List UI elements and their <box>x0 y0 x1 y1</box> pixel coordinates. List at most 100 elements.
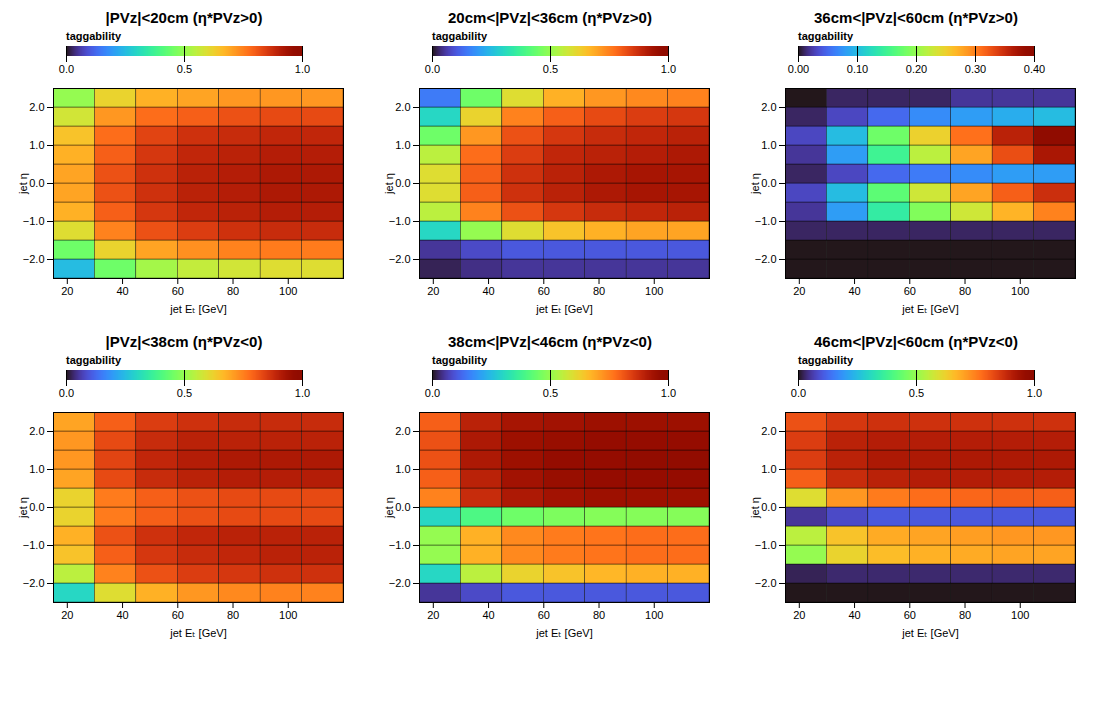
svg-text:0.5: 0.5 <box>543 63 558 75</box>
svg-text:jet η: jet η <box>383 497 395 519</box>
svg-text:20: 20 <box>61 609 73 621</box>
svg-text:taggability: taggability <box>432 354 488 366</box>
svg-text:80: 80 <box>959 609 971 621</box>
svg-text:0.0: 0.0 <box>761 501 776 513</box>
svg-text:0.00: 0.00 <box>788 63 809 75</box>
svg-text:−2.0: −2.0 <box>755 577 777 589</box>
svg-text:0.0: 0.0 <box>425 63 440 75</box>
svg-text:jet Eₜ [GeV]: jet Eₜ [GeV] <box>169 627 226 639</box>
svg-text:0.20: 0.20 <box>906 63 927 75</box>
svg-text:0.0: 0.0 <box>395 501 410 513</box>
svg-text:−2.0: −2.0 <box>755 253 777 265</box>
svg-text:jet Eₜ [GeV]: jet Eₜ [GeV] <box>169 303 226 315</box>
html-text:|PVz|<20cm (η*PVz>0): |PVz|<20cm (η*PVz>0) <box>105 9 263 26</box>
svg-text:−1.0: −1.0 <box>389 215 411 227</box>
svg-text:100: 100 <box>1011 285 1029 297</box>
svg-text:60: 60 <box>904 285 916 297</box>
svg-text:80: 80 <box>593 609 605 621</box>
svg-text:2.0: 2.0 <box>395 425 410 437</box>
svg-text:jet Eₜ [GeV]: jet Eₜ [GeV] <box>535 627 592 639</box>
svg-text:jet Eₜ [GeV]: jet Eₜ [GeV] <box>901 627 958 639</box>
svg-text:0.0: 0.0 <box>761 177 776 189</box>
svg-text:jet η: jet η <box>383 173 395 195</box>
svg-text:−1.0: −1.0 <box>23 539 45 551</box>
svg-text:40: 40 <box>848 609 860 621</box>
svg-text:1.0: 1.0 <box>295 387 310 399</box>
svg-text:40: 40 <box>482 609 494 621</box>
svg-text:−1.0: −1.0 <box>755 539 777 551</box>
svg-text:60: 60 <box>172 285 184 297</box>
svg-text:2.0: 2.0 <box>29 101 44 113</box>
svg-text:0.0: 0.0 <box>59 63 74 75</box>
svg-text:−2.0: −2.0 <box>389 253 411 265</box>
svg-text:1.0: 1.0 <box>1027 387 1042 399</box>
svg-text:2.0: 2.0 <box>29 425 44 437</box>
svg-text:1.0: 1.0 <box>661 387 676 399</box>
svg-text:40: 40 <box>116 285 128 297</box>
svg-text:100: 100 <box>1011 609 1029 621</box>
svg-text:0.0: 0.0 <box>59 387 74 399</box>
svg-text:1.0: 1.0 <box>395 463 410 475</box>
svg-text:80: 80 <box>959 285 971 297</box>
svg-text:0.5: 0.5 <box>177 63 192 75</box>
svg-text:20: 20 <box>793 285 805 297</box>
svg-text:1.0: 1.0 <box>395 139 410 151</box>
svg-text:1.0: 1.0 <box>29 139 44 151</box>
svg-text:0.0: 0.0 <box>29 501 44 513</box>
svg-text:100: 100 <box>645 609 663 621</box>
svg-text:80: 80 <box>227 609 239 621</box>
svg-text:100: 100 <box>279 609 297 621</box>
svg-text:−1.0: −1.0 <box>755 215 777 227</box>
svg-text:jet η: jet η <box>749 173 761 195</box>
svg-text:jet η: jet η <box>17 173 29 195</box>
svg-text:1.0: 1.0 <box>761 463 776 475</box>
svg-text:0.10: 0.10 <box>847 63 868 75</box>
svg-text:−1.0: −1.0 <box>389 539 411 551</box>
svg-text:20: 20 <box>793 609 805 621</box>
svg-text:1.0: 1.0 <box>761 139 776 151</box>
svg-text:−2.0: −2.0 <box>23 253 45 265</box>
svg-text:−1.0: −1.0 <box>23 215 45 227</box>
svg-text:jet Eₜ [GeV]: jet Eₜ [GeV] <box>535 303 592 315</box>
svg-text:100: 100 <box>279 285 297 297</box>
svg-text:60: 60 <box>538 609 550 621</box>
svg-text:0.5: 0.5 <box>909 387 924 399</box>
svg-text:100: 100 <box>645 285 663 297</box>
svg-text:20: 20 <box>427 285 439 297</box>
svg-text:0.5: 0.5 <box>543 387 558 399</box>
svg-text:2.0: 2.0 <box>761 425 776 437</box>
svg-text:taggability: taggability <box>798 30 854 42</box>
svg-text:taggability: taggability <box>432 30 488 42</box>
svg-text:80: 80 <box>593 285 605 297</box>
svg-text:−2.0: −2.0 <box>23 577 45 589</box>
svg-text:jet Eₜ [GeV]: jet Eₜ [GeV] <box>901 303 958 315</box>
svg-text:taggability: taggability <box>66 30 122 42</box>
svg-text:60: 60 <box>538 285 550 297</box>
svg-text:0.0: 0.0 <box>29 177 44 189</box>
svg-text:1.0: 1.0 <box>29 463 44 475</box>
svg-text:0.0: 0.0 <box>791 387 806 399</box>
svg-text:1.0: 1.0 <box>661 63 676 75</box>
svg-text:20: 20 <box>427 609 439 621</box>
svg-text:taggability: taggability <box>798 354 854 366</box>
svg-text:jet η: jet η <box>17 497 29 519</box>
svg-text:0.0: 0.0 <box>425 387 440 399</box>
svg-text:0.40: 0.40 <box>1024 63 1045 75</box>
svg-text:2.0: 2.0 <box>761 101 776 113</box>
svg-text:jet η: jet η <box>749 497 761 519</box>
svg-text:0.0: 0.0 <box>395 177 410 189</box>
html-text:20cm<|PVz|<36cm (η*PVz>0): 20cm<|PVz|<36cm (η*PVz>0) <box>448 9 652 26</box>
svg-text:0.30: 0.30 <box>965 63 986 75</box>
svg-text:0.5: 0.5 <box>177 387 192 399</box>
svg-text:40: 40 <box>116 609 128 621</box>
svg-text:taggability: taggability <box>66 354 122 366</box>
svg-text:1.0: 1.0 <box>295 63 310 75</box>
svg-text:60: 60 <box>904 609 916 621</box>
svg-text:2.0: 2.0 <box>395 101 410 113</box>
svg-text:−2.0: −2.0 <box>389 577 411 589</box>
svg-text:80: 80 <box>227 285 239 297</box>
svg-text:40: 40 <box>482 285 494 297</box>
svg-text:60: 60 <box>172 609 184 621</box>
svg-text:40: 40 <box>848 285 860 297</box>
svg-text:20: 20 <box>61 285 73 297</box>
